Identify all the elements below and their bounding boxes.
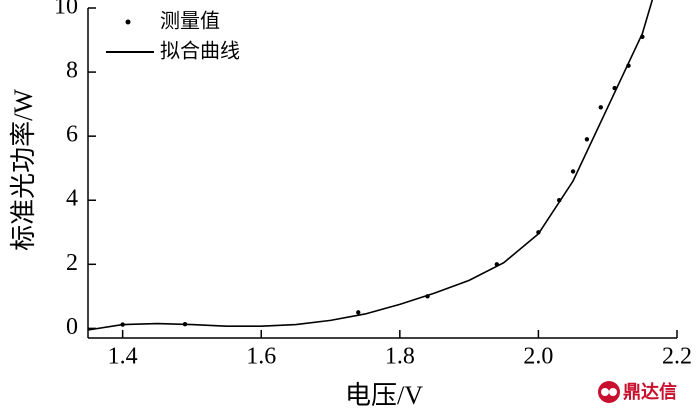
legend-marker — [125, 19, 131, 25]
y-tick-label: 4 — [66, 186, 78, 212]
x-tick-label: 2.2 — [662, 344, 692, 370]
watermark: 鼎达信 — [623, 381, 677, 403]
data-point — [584, 137, 590, 142]
x-tick-label: 2.0 — [523, 344, 553, 370]
x-tick-label: 1.8 — [385, 344, 415, 370]
x-tick-label: 1.4 — [108, 344, 138, 370]
fit-curve — [87, 0, 654, 331]
y-tick-label: 8 — [66, 58, 78, 84]
legend-label: 测量值 — [160, 9, 220, 33]
legend-label: 拟合曲线 — [160, 39, 240, 63]
x-axis-label: 电压/V — [345, 381, 423, 410]
data-point — [598, 105, 603, 110]
y-tick-label: 10 — [54, 0, 78, 20]
y-tick-label: 6 — [66, 122, 78, 148]
watermark-logo — [598, 381, 620, 403]
y-tick-label: 2 — [66, 250, 78, 276]
data-point — [570, 169, 576, 174]
y-axis-label: 标准光功率/W — [9, 89, 38, 251]
data-point — [356, 310, 361, 315]
x-tick-label: 1.6 — [246, 344, 276, 370]
y-tick-label: 0 — [66, 314, 78, 340]
